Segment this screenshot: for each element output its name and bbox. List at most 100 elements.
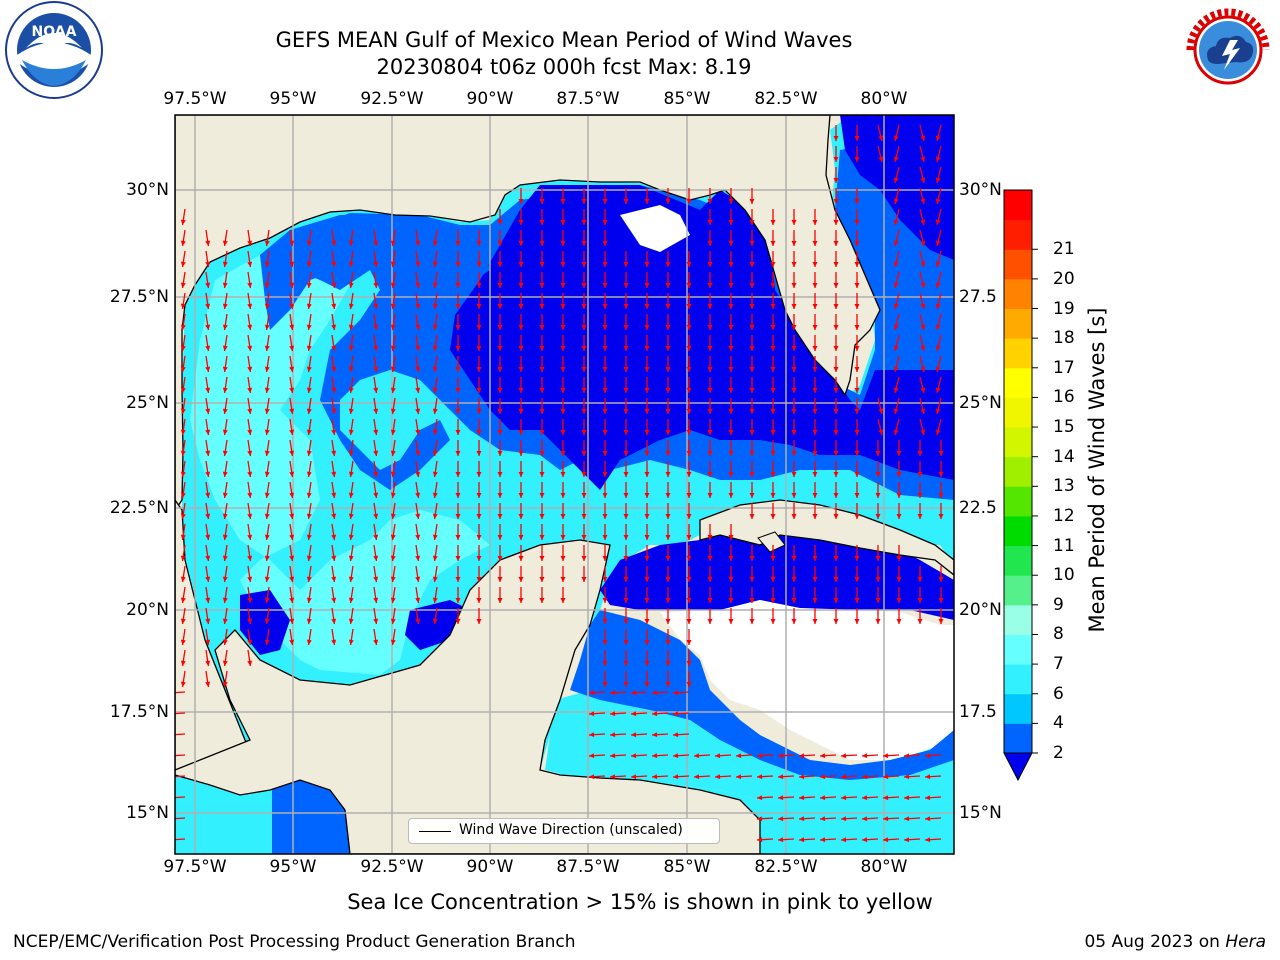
wind-arrow-head — [820, 837, 826, 843]
wind-arrow-head — [875, 577, 881, 582]
wind-arrow-head — [854, 556, 860, 561]
wind-arrow-head — [455, 367, 461, 372]
wind-arrow-head — [935, 156, 941, 162]
wind-arrow-head — [812, 262, 818, 267]
wind-arrow-head — [920, 429, 926, 435]
wind-arrow-head — [560, 388, 566, 393]
wind-arrow-head — [917, 619, 923, 624]
wind-arrow-head — [602, 682, 608, 687]
wind-arrow-head — [390, 240, 396, 246]
wind-arrow-head — [686, 640, 692, 645]
wind-arrow-head — [686, 367, 692, 372]
wind-arrow-head — [623, 283, 629, 288]
wind-arrow-head — [707, 241, 713, 246]
wind-arrow-head — [602, 619, 608, 624]
wind-arrow-head — [791, 409, 797, 414]
wind-arrow-head — [180, 240, 186, 246]
wind-arrow-head — [518, 262, 524, 267]
wind-arrow-head — [875, 472, 881, 477]
wind-arrow-head — [854, 619, 860, 624]
wind-arrow-head — [707, 577, 713, 582]
wind-arrow-head — [560, 241, 566, 246]
wind-arrow-head — [920, 198, 926, 204]
wind-arrow-head — [652, 774, 658, 780]
wind-arrow-head — [812, 346, 818, 351]
wind-arrow-head — [306, 639, 312, 645]
wind-arrow-head — [854, 367, 860, 372]
wind-arrow-head — [264, 387, 270, 393]
wind-arrow-head — [665, 535, 671, 540]
wind-arrow-head — [331, 450, 337, 456]
wind-arrow-head — [862, 774, 868, 780]
wind-arrow-head — [581, 493, 587, 498]
wind-arrow-head — [497, 388, 503, 393]
wind-arrow-head — [222, 408, 228, 414]
colorbar-segment — [1004, 278, 1032, 310]
wind-arrow-head — [904, 837, 910, 843]
wind-arrow-head — [665, 514, 671, 519]
wind-arrow-head — [539, 514, 545, 519]
wind-arrow-head — [791, 262, 797, 267]
wind-arrow-head — [707, 220, 713, 225]
wind-arrow-head — [665, 388, 671, 393]
wind-arrow-head — [169, 711, 174, 716]
wind-arrow-head — [589, 711, 595, 717]
colorbar-segment — [1004, 249, 1032, 280]
wind-arrow-head — [476, 367, 482, 372]
wind-arrow-head — [205, 429, 211, 435]
wind-arrow-head — [896, 493, 902, 498]
wind-arrow-head — [799, 795, 805, 801]
wind-arrow-head — [390, 471, 396, 477]
wind-arrow-head — [432, 429, 438, 435]
lon-label-bottom-7: 80°W — [860, 857, 908, 877]
wind-arrow-head — [875, 598, 881, 603]
wind-arrow-head — [205, 534, 211, 540]
wind-arrow-head — [415, 324, 421, 330]
wind-arrow-head — [673, 732, 679, 738]
yucatan-peninsula — [175, 539, 761, 854]
wind-arrow-head — [306, 555, 312, 561]
colorbar-segment — [1004, 338, 1032, 369]
wind-arrow-head — [917, 493, 923, 498]
wind-arrow-head — [539, 409, 545, 414]
wind-arrow-head — [686, 556, 692, 561]
colorbar-segment — [1004, 575, 1032, 606]
wind-arrow-head — [476, 598, 482, 603]
wind-arrow-head — [812, 493, 818, 498]
wind-arrow-head — [791, 598, 797, 603]
wind-arrow-head — [799, 816, 805, 822]
wind-arrow-head — [686, 577, 692, 582]
wind-arrow-head — [247, 450, 253, 456]
wind-arrow-head — [289, 471, 295, 477]
wind-arrow-head — [539, 241, 545, 246]
wind-arrow-head — [686, 283, 692, 288]
wind-arrow-head — [770, 451, 776, 456]
wind-arrow-head — [518, 241, 524, 246]
wind-arrow-head — [180, 513, 186, 519]
colorbar-segment — [1004, 634, 1032, 665]
wind-arrow-head — [306, 597, 312, 603]
wind-arrow-head — [348, 450, 354, 456]
wind-arrow-head — [539, 451, 545, 456]
wind-arrow-head — [749, 472, 755, 477]
wind-arrow-head — [883, 774, 889, 780]
wind-arrow-head — [390, 492, 396, 498]
wind-arrow-head — [686, 388, 692, 393]
wind-arrow-head — [854, 241, 860, 246]
wind-arrow-head — [623, 640, 629, 645]
wind-arrow-head — [707, 556, 713, 561]
wind-arrow-head — [686, 598, 692, 603]
wind-arrow-head — [264, 597, 270, 603]
wind-arrow-head — [373, 492, 379, 498]
wind-arrow-head — [728, 619, 734, 624]
wind-arrow-head — [373, 513, 379, 519]
wind-arrow-head — [665, 199, 671, 204]
wind-arrow-head — [581, 283, 587, 288]
wind-arrow-head — [497, 472, 503, 477]
wind-arrow-head — [812, 220, 818, 225]
wind-arrow-head — [169, 795, 174, 800]
wind-arrow-head — [222, 681, 228, 687]
wind-arrow-head — [770, 304, 776, 309]
wind-arrow-head — [938, 619, 944, 624]
